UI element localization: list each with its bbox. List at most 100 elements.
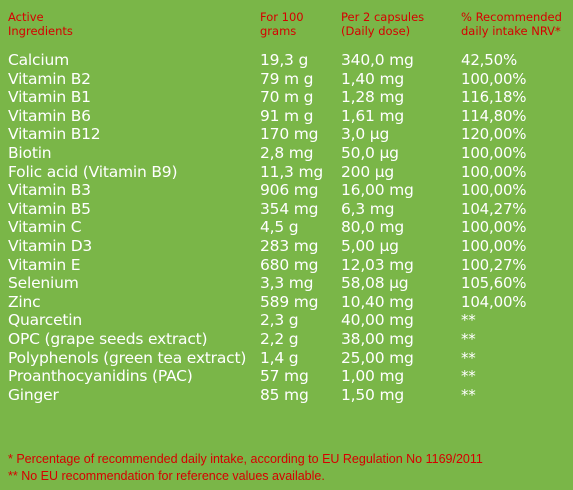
amount-per-100g: 2,3 g xyxy=(260,311,299,330)
amount-per-dose: 1,28 mg xyxy=(341,88,404,107)
amount-per-100g: 91 m g xyxy=(260,106,314,125)
nrv-percent: 104,27% xyxy=(461,199,527,218)
table-row: Quarcetin 2,3 g 40,00 mg ** xyxy=(0,311,573,330)
nrv-percent: 100,00% xyxy=(461,181,527,200)
amount-per-100g: 19,3 g xyxy=(260,51,309,69)
nrv-percent: 100,00% xyxy=(461,143,527,162)
ingredient-name: Vitamin E xyxy=(8,255,81,274)
header-per-dose: Per 2 capsules (Daily dose) xyxy=(341,10,425,38)
amount-per-100g: 70 m g xyxy=(260,88,314,107)
nrv-percent: 100,27% xyxy=(461,255,527,274)
amount-per-100g: 283 mg xyxy=(260,236,319,255)
nrv-percent: 120,00% xyxy=(461,125,527,144)
amount-per-dose: 38,00 mg xyxy=(341,329,414,348)
table-header: Active Ingredients For 100 grams Per 2 c… xyxy=(0,10,573,50)
amount-per-100g: 906 mg xyxy=(260,181,319,200)
ingredient-name: Ginger xyxy=(8,385,59,404)
nrv-percent: 42,50% xyxy=(461,51,517,69)
amount-per-dose: 40,00 mg xyxy=(341,311,414,330)
amount-per-dose: 80,0 mg xyxy=(341,218,404,237)
ingredient-name: Vitamin B3 xyxy=(8,181,91,200)
amount-per-dose: 1,61 mg xyxy=(341,106,404,125)
table-row: Vitamin C 4,5 g 80,0 mg 100,00% xyxy=(0,218,573,237)
amount-per-dose: 340,0 mg xyxy=(341,51,414,69)
amount-per-dose: 3,0 µg xyxy=(341,125,390,144)
ingredient-name: Proanthocyanidins (PAC) xyxy=(8,367,193,386)
ingredient-name: Zinc xyxy=(8,292,41,311)
table-row: Selenium 3,3 mg 58,08 µg 105,60% xyxy=(0,274,573,293)
ingredient-name: OPC (grape seeds extract) xyxy=(8,329,208,348)
amount-per-dose: 1,40 mg xyxy=(341,69,404,88)
table-body: Calcium 19,3 g 340,0 mg 42,50% Vitamin B2 79 … xyxy=(0,51,573,404)
ingredient-name: Vitamin C xyxy=(8,218,82,237)
ingredient-name: Polyphenols (green tea extract) xyxy=(8,348,247,367)
footnotes: * Percentage of recommended daily intake… xyxy=(8,451,483,485)
ingredient-name: Folic acid (Vitamin B9) xyxy=(8,162,178,181)
table-row: Vitamin B12 170 mg 3,0 µg 120,00% xyxy=(0,125,573,144)
amount-per-dose: 6,3 mg xyxy=(341,199,395,218)
amount-per-dose: 10,40 mg xyxy=(341,292,414,311)
ingredient-name: Vitamin B2 xyxy=(8,69,91,88)
nrv-percent: 100,00% xyxy=(461,69,527,88)
ingredient-name: Selenium xyxy=(8,274,79,293)
table-row: Vitamin E 680 mg 12,03 mg 100,27% xyxy=(0,256,573,275)
amount-per-dose: 1,00 mg xyxy=(341,367,404,386)
amount-per-dose: 12,03 mg xyxy=(341,255,414,274)
amount-per-100g: 85 mg xyxy=(260,385,309,404)
amount-per-100g: 170 mg xyxy=(260,125,319,144)
nrv-percent: ** xyxy=(461,348,476,367)
amount-per-100g: 11,3 mg xyxy=(260,162,323,181)
nrv-percent: 114,80% xyxy=(461,106,527,125)
nrv-percent: ** xyxy=(461,311,476,330)
table-row: Vitamin B1 70 m g 1,28 mg 116,18% xyxy=(0,88,573,107)
amount-per-100g: 4,5 g xyxy=(260,218,299,237)
table-row: Calcium 19,3 g 340,0 mg 42,50% xyxy=(0,51,573,70)
ingredient-name: Calcium xyxy=(8,51,69,69)
nrv-percent: ** xyxy=(461,367,476,386)
ingredient-name: Vitamin B12 xyxy=(8,125,101,144)
table-row: Vitamin B5 354 mg 6,3 mg 104,27% xyxy=(0,200,573,219)
header-ingredients: Active Ingredients xyxy=(8,10,73,38)
table-row: Vitamin B6 91 m g 1,61 mg 114,80% xyxy=(0,107,573,126)
amount-per-dose: 25,00 mg xyxy=(341,348,414,367)
table-row: Proanthocyanidins (PAC) 57 mg 1,00 mg ** xyxy=(0,367,573,386)
table-row: OPC (grape seeds extract) 2,2 g 38,00 mg ** xyxy=(0,330,573,349)
table-row: Folic acid (Vitamin B9) 11,3 mg 200 µg 100,… xyxy=(0,163,573,182)
amount-per-dose: 58,08 µg xyxy=(341,274,409,293)
table-row: Zinc 589 mg 10,40 mg 104,00% xyxy=(0,293,573,312)
table-row: Vitamin B2 79 m g 1,40 mg 100,00% xyxy=(0,70,573,89)
ingredient-name: Vitamin B1 xyxy=(8,88,91,107)
ingredient-name: Vitamin B6 xyxy=(8,106,91,125)
amount-per-100g: 57 mg xyxy=(260,367,309,386)
amount-per-100g: 354 mg xyxy=(260,199,319,218)
nrv-percent: 116,18% xyxy=(461,88,527,107)
amount-per-dose: 50,0 µg xyxy=(341,143,399,162)
table-row: Ginger 85 mg 1,50 mg ** xyxy=(0,386,573,405)
nrv-percent: 100,00% xyxy=(461,162,527,181)
amount-per-100g: 2,8 mg xyxy=(260,143,314,162)
ingredient-name: Vitamin B5 xyxy=(8,199,91,218)
footnote-nrv: * Percentage of recommended daily intake… xyxy=(8,452,483,466)
table-row: Vitamin D3 283 mg 5,00 µg 100,00% xyxy=(0,237,573,256)
table-row: Biotin 2,8 mg 50,0 µg 100,00% xyxy=(0,144,573,163)
amount-per-100g: 79 m g xyxy=(260,69,314,88)
amount-per-dose: 16,00 mg xyxy=(341,181,414,200)
amount-per-dose: 1,50 mg xyxy=(341,385,404,404)
nrv-percent: 105,60% xyxy=(461,274,527,293)
table-row: Polyphenols (green tea extract) 1,4 g 25,0… xyxy=(0,349,573,368)
amount-per-100g: 1,4 g xyxy=(260,348,299,367)
ingredient-name: Quarcetin xyxy=(8,311,83,330)
nrv-percent: 100,00% xyxy=(461,218,527,237)
header-per-100g: For 100 grams xyxy=(260,10,304,38)
footnote-no-eu: ** No EU recommendation for reference va… xyxy=(8,469,325,483)
ingredient-name: Biotin xyxy=(8,143,52,162)
amount-per-dose: 5,00 µg xyxy=(341,236,399,255)
amount-per-100g: 2,2 g xyxy=(260,329,299,348)
nrv-percent: ** xyxy=(461,385,476,404)
nrv-percent: ** xyxy=(461,329,476,348)
ingredient-name: Vitamin D3 xyxy=(8,236,93,255)
amount-per-dose: 200 µg xyxy=(341,162,395,181)
table-row: Vitamin B3 906 mg 16,00 mg 100,00% xyxy=(0,181,573,200)
nrv-percent: 100,00% xyxy=(461,236,527,255)
